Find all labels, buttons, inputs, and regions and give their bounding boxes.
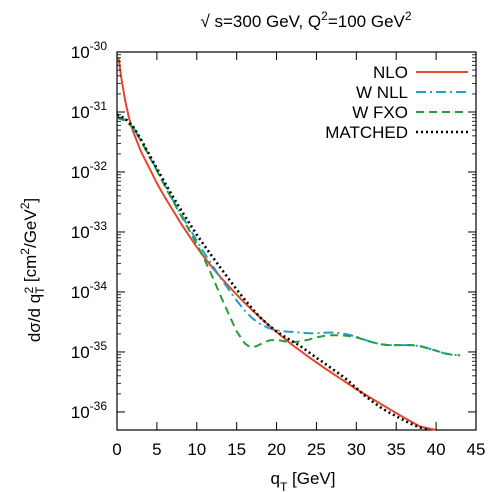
plot-border	[116, 51, 477, 431]
series-line-w-fxo	[116, 116, 461, 357]
legend-label: NLO	[373, 63, 408, 82]
x-tick-label: 0	[112, 440, 121, 459]
x-tick-label: 15	[227, 440, 246, 459]
legend-label: MATCHED	[325, 123, 408, 142]
y-axis-label: dσ/d qT2 [cm2/GeV2]	[18, 198, 47, 342]
x-axis-label: qT [GeV]	[271, 469, 336, 492]
chart-title: √ s=300 GeV, Q2=100 GeV2	[200, 9, 411, 31]
legend-label: W FXO	[352, 103, 408, 122]
series-layer	[116, 57, 461, 432]
x-tick-label: 40	[427, 440, 446, 459]
x-tick-label: 25	[307, 440, 326, 459]
series-line-matched	[116, 113, 429, 432]
legend-label: W NLL	[356, 83, 408, 102]
plot-frame	[116, 51, 477, 431]
tick-layer: 0 5 10 15 20 25 30 35 40 45 10-36 10-35 10-34 10-33 10…	[71, 39, 486, 459]
x-tick-label: 10	[187, 440, 206, 459]
x-tick-label: 30	[347, 440, 366, 459]
y-tick-label: 10-30	[71, 39, 108, 62]
y-tick-label: 10-35	[71, 339, 108, 362]
series-line-w-nll	[116, 115, 461, 357]
series-line-nlo	[117, 57, 437, 431]
x-tick-label: 20	[267, 440, 286, 459]
x-tick-label: 35	[387, 440, 406, 459]
y-tick-label: 10-36	[71, 399, 108, 422]
y-tick-label: 10-34	[71, 279, 108, 302]
y-tick-label: 10-32	[71, 159, 108, 182]
x-tick-label: 5	[152, 440, 161, 459]
y-tick-label: 10-31	[71, 99, 108, 122]
y-tick-label: 10-33	[71, 219, 108, 242]
x-tick-label: 45	[467, 440, 486, 459]
